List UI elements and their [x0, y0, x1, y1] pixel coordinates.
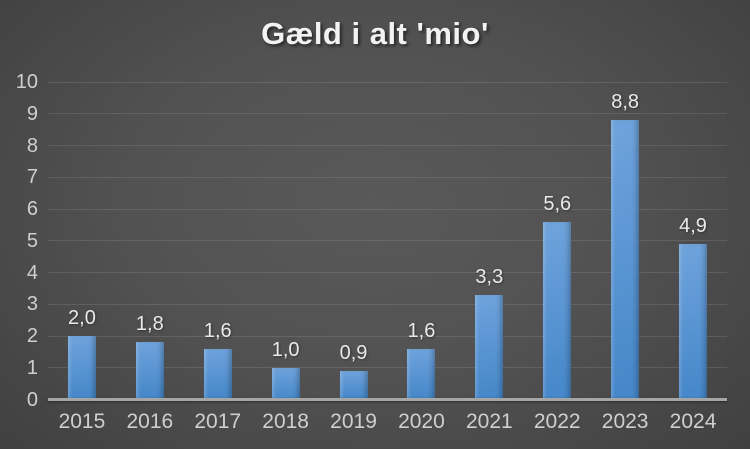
x-axis-tick-label: 2019 — [330, 410, 377, 433]
x-axis-tick-label: 2016 — [126, 410, 174, 433]
gridline — [48, 335, 727, 337]
bar-value-label: 4,9 — [679, 214, 707, 237]
bar-value-label: 5,6 — [543, 192, 572, 215]
bar — [67, 336, 96, 400]
x-axis-tick-label: 2024 — [669, 410, 717, 433]
gridline — [48, 113, 727, 115]
x-axis-tick-label: 2018 — [262, 410, 309, 433]
y-axis-tick-label: 9 — [26, 102, 38, 125]
bar-value-label: 1,0 — [271, 338, 300, 361]
y-axis-tick-label: 5 — [26, 229, 38, 252]
gridline — [48, 81, 727, 83]
bar — [407, 348, 436, 400]
bar-value-label: 0,9 — [339, 341, 368, 364]
bar — [611, 120, 640, 400]
y-axis-tick-label: 7 — [26, 166, 38, 189]
x-axis-tick-label: 2023 — [601, 410, 649, 433]
bar — [679, 243, 708, 400]
x-axis-tick-label: 2022 — [533, 410, 581, 433]
gridline — [48, 176, 727, 178]
bar — [271, 367, 300, 400]
bar-value-label: 8,8 — [611, 91, 640, 114]
bar-value-label: 1,6 — [203, 319, 232, 342]
gridline — [48, 367, 727, 369]
bar — [475, 294, 504, 400]
x-axis-tick-label: 2021 — [465, 410, 513, 433]
y-axis-tick-label: 6 — [26, 198, 38, 220]
bar-value-label: 2,0 — [68, 307, 96, 329]
y-axis-tick-label: 0 — [26, 388, 38, 411]
bar — [543, 221, 572, 400]
gridline — [48, 272, 727, 273]
y-axis-tick-label: 3 — [26, 293, 38, 316]
x-axis-tick-label: 2017 — [194, 410, 242, 433]
bar-value-label: 3,3 — [475, 265, 504, 288]
gridline — [48, 303, 727, 305]
x-axis-line — [48, 398, 727, 401]
bar-value-label: 1,6 — [407, 319, 436, 342]
x-axis-tick-label: 2020 — [398, 410, 445, 433]
bar — [339, 370, 368, 400]
bar-value-label: 1,8 — [135, 313, 164, 336]
y-axis-tick-label: 2 — [26, 325, 38, 347]
gridline — [48, 240, 727, 242]
bar — [203, 348, 232, 400]
gridline — [48, 145, 727, 146]
chart-title: Gæld i alt 'mio' — [261, 16, 489, 51]
y-axis-tick-label: 10 — [15, 71, 38, 93]
y-axis-tick-label: 4 — [26, 261, 38, 284]
bar — [135, 342, 164, 400]
gridline — [48, 208, 727, 210]
y-axis-tick-label: 1 — [26, 356, 38, 379]
x-axis-tick-label: 2015 — [58, 410, 106, 433]
y-axis-tick-label: 8 — [26, 134, 38, 157]
